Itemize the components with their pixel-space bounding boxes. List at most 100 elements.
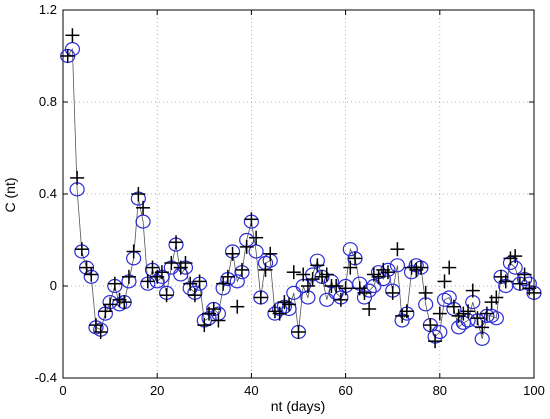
grid: [63, 10, 534, 378]
plus-point: [470, 311, 485, 326]
plus-point: [465, 283, 480, 298]
plus-point: [220, 269, 235, 284]
plus-point: [192, 274, 207, 289]
connecting-line: [67, 47, 535, 339]
plus-point: [517, 267, 532, 282]
series-line: [67, 47, 535, 339]
circle-point: [488, 311, 504, 326]
plus-point: [489, 290, 504, 305]
x-tick-label: 0: [59, 383, 66, 398]
circle-point: [229, 274, 245, 289]
plus-point: [183, 276, 198, 291]
x-tick-label: 80: [433, 383, 447, 398]
plus-point: [282, 297, 297, 312]
y-tick-label: 0.4: [39, 186, 57, 201]
plus-point: [230, 299, 245, 314]
plus-point: [333, 292, 348, 307]
plus-point: [423, 318, 438, 333]
plus-point: [272, 306, 287, 321]
circle-point: [361, 283, 377, 298]
plus-point: [305, 272, 320, 287]
plus-point: [258, 262, 273, 277]
circle-point: [432, 324, 448, 340]
plus-point: [239, 239, 254, 254]
plus-point: [253, 290, 268, 305]
plus-point: [498, 274, 513, 289]
plus-point: [362, 302, 377, 316]
plus-point: [413, 260, 428, 275]
plus-point: [390, 242, 405, 257]
y-tick-label: 0.8: [39, 94, 57, 109]
plus-point: [399, 304, 414, 319]
y-tick-label: -0.4: [35, 370, 57, 385]
plus-point: [84, 267, 99, 282]
plus-point: [249, 230, 264, 245]
circle-point: [248, 244, 264, 259]
x-tick-label: 20: [150, 383, 164, 398]
x-axis-ticks: 0 20 40 60 80 100: [59, 10, 545, 398]
plus-point: [225, 246, 240, 261]
plus-point: [310, 258, 325, 273]
plus-point: [70, 170, 85, 185]
plus-point: [508, 249, 523, 264]
plus-point: [107, 276, 122, 291]
plus-point: [244, 212, 259, 227]
plus-point: [154, 265, 169, 280]
plus-point: [380, 265, 395, 280]
plus-point: [442, 260, 457, 275]
y-tick-label: 1.2: [39, 2, 57, 17]
plus-series: [60, 28, 541, 349]
x-tick-label: 60: [338, 383, 352, 398]
plus-point: [286, 265, 301, 280]
plus-point: [512, 276, 527, 291]
x-axis-label: nt (days): [271, 398, 325, 414]
plus-point: [197, 318, 212, 333]
plus-point: [126, 244, 141, 259]
plus-point: [418, 285, 433, 300]
x-tick-label: 100: [523, 383, 545, 398]
plus-point: [475, 320, 490, 335]
plus-point: [60, 49, 75, 63]
plus-point: [74, 242, 89, 257]
plus-point: [211, 313, 226, 328]
y-axis-label: C (nt): [2, 178, 18, 213]
circle-point: [389, 258, 406, 273]
y-tick-label: 0: [50, 278, 57, 293]
plus-point: [461, 304, 476, 319]
plus-point: [169, 235, 184, 250]
plus-point: [385, 285, 400, 300]
plus-point: [65, 28, 80, 43]
plus-point: [103, 297, 118, 312]
plus-point: [159, 288, 174, 303]
plus-point: [428, 334, 443, 349]
plus-point: [117, 295, 132, 310]
plus-point: [432, 306, 447, 321]
plus-point: [140, 274, 155, 289]
plus-point: [319, 267, 334, 282]
plus-point: [121, 269, 136, 284]
plus-point: [234, 262, 249, 277]
plus-point: [164, 256, 179, 270]
plus-point: [291, 325, 306, 339]
plus-point: [348, 251, 363, 266]
plus-point: [343, 260, 358, 275]
circle-point: [342, 242, 358, 257]
plus-point: [338, 281, 353, 296]
plus-point: [178, 256, 193, 270]
x-tick-label: 40: [244, 383, 258, 398]
plus-point: [263, 246, 278, 261]
plus-point: [357, 285, 372, 300]
circle-point: [286, 285, 302, 300]
plus-point: [131, 187, 146, 201]
plus-point: [527, 285, 541, 300]
plus-point: [437, 274, 452, 289]
plus-point: [136, 200, 151, 215]
plus-point: [446, 299, 461, 314]
plus-point: [296, 267, 311, 282]
plus-point: [479, 306, 494, 321]
plus-point: [329, 279, 344, 293]
circle-point: [135, 214, 151, 229]
plus-point: [145, 260, 160, 275]
plus-point: [187, 288, 202, 303]
